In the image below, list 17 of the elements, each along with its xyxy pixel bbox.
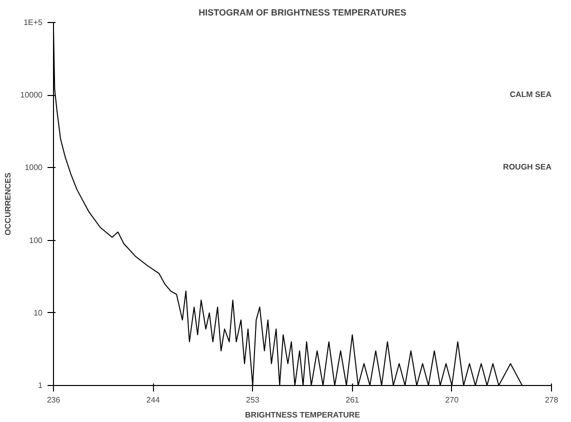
y-tick-label: 1E+5 <box>24 18 44 27</box>
y-tick-label: 10000 <box>20 90 44 100</box>
annotation: CALM SEA <box>510 90 552 100</box>
y-tick-label: 100 <box>29 236 44 245</box>
y-tick-label: 10 <box>34 308 44 318</box>
chart-title: HISTOGRAM OF BRIGHTNESS TEMPERATURES <box>198 8 406 18</box>
annotation: ROUGH SEA <box>503 162 552 172</box>
x-tick-label: 236 <box>46 396 61 404</box>
x-tick-label: 244 <box>146 396 160 404</box>
x-axis-title: BRIGHTNESS TEMPERATURE <box>245 410 361 420</box>
x-tick-label: 253 <box>246 396 260 404</box>
y-tick-label: 1 <box>38 381 44 390</box>
x-tick-label: 278 <box>544 396 559 404</box>
x-tick-label: 261 <box>346 396 360 404</box>
y-tick-label: 1000 <box>24 163 44 172</box>
y-axis-title: OCCURRENCES <box>3 172 12 236</box>
x-tick-label: 270 <box>445 396 460 404</box>
